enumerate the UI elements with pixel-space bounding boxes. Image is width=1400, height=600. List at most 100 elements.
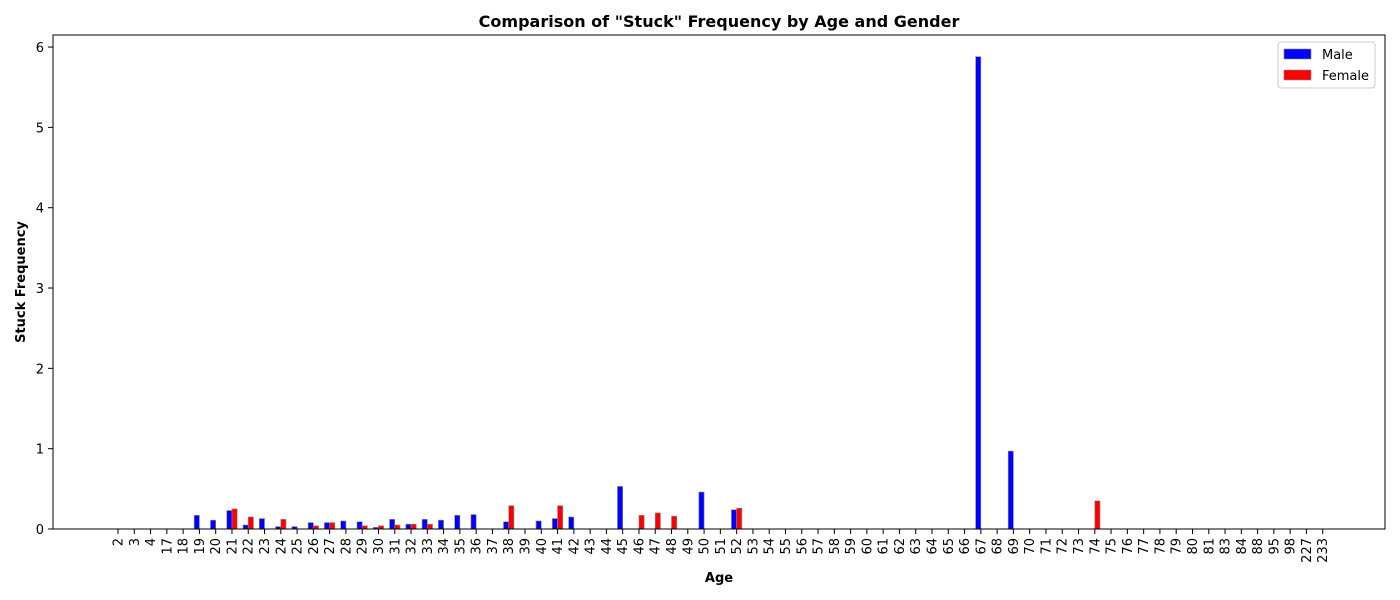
x-tick-label: 18	[177, 538, 192, 555]
x-tick-label: 42	[567, 538, 582, 555]
bar-female	[654, 512, 661, 530]
legend-swatch-female	[1283, 69, 1312, 81]
x-tick-label: 63	[909, 538, 924, 555]
x-tick-label: 20	[209, 538, 224, 555]
legend: Male Female	[1277, 41, 1376, 89]
bar-male	[503, 521, 510, 530]
x-tick-label: 38	[502, 538, 517, 555]
x-tick-label: 33	[421, 538, 436, 555]
x-tick-label: 88	[1251, 538, 1266, 555]
bar-female	[247, 516, 254, 530]
x-tick-label: 40	[535, 538, 550, 555]
bar-male	[226, 510, 233, 530]
x-tick-label: 30	[372, 538, 387, 555]
x-tick-label: 75	[1105, 538, 1120, 555]
x-tick-label: 25	[291, 538, 306, 555]
x-tick-label: 4	[144, 538, 159, 546]
x-tick-label: 45	[616, 538, 631, 555]
x-tick-label: 61	[877, 538, 892, 555]
bar-male	[1007, 450, 1014, 530]
bar-male	[975, 56, 982, 530]
x-tick-label: 58	[828, 538, 843, 555]
x-tick-label: 39	[519, 538, 534, 555]
legend-label-female: Female	[1322, 69, 1369, 84]
x-tick-label: 64	[926, 538, 941, 555]
bar-female	[410, 523, 417, 530]
bar-female	[1094, 500, 1101, 530]
x-tick-label: 233	[1316, 538, 1331, 563]
y-axis-label: Stuck Frequency	[14, 221, 29, 343]
bar-male	[698, 491, 705, 530]
bar-male	[193, 515, 200, 530]
x-tick-label: 22	[242, 538, 257, 555]
x-tick-label: 24	[274, 538, 289, 555]
y-tick-label: 1	[36, 443, 44, 458]
y-tick-label: 2	[36, 362, 44, 377]
bar-male	[324, 522, 330, 530]
bar-female	[508, 505, 515, 530]
x-tick-label: 55	[779, 538, 794, 555]
x-tick-label: 17	[160, 538, 175, 555]
x-axis: 2 3 4 17 18 19 20 21 22 23 24 25 26 27 28 29 30 31 32 33 34 3…	[112, 529, 1331, 563]
bar-male	[617, 486, 623, 530]
plot-frame	[52, 34, 1386, 530]
bar-male	[438, 519, 444, 530]
bar-female	[329, 522, 336, 530]
bar-female	[394, 524, 401, 530]
x-tick-label: 27	[323, 538, 338, 555]
x-tick-label: 81	[1202, 538, 1217, 555]
bar-male	[389, 519, 396, 530]
bar-female	[638, 515, 645, 530]
bar-male	[259, 518, 265, 530]
bar-male	[210, 519, 216, 530]
bar-male	[454, 515, 461, 530]
x-tick-label: 52	[730, 538, 745, 555]
bar-male	[535, 520, 542, 530]
x-tick-label: 35	[453, 538, 468, 555]
x-tick-label: 98	[1284, 538, 1299, 555]
x-tick-label: 59	[844, 538, 859, 555]
bar-male	[356, 521, 363, 530]
x-tick-label: 3	[128, 538, 143, 546]
bar-male	[307, 522, 314, 530]
x-axis-label: Age	[705, 571, 733, 586]
y-tick-label: 6	[36, 41, 44, 56]
x-tick-label: 48	[665, 538, 680, 555]
x-tick-label: 66	[958, 538, 973, 555]
x-tick-label: 79	[1170, 538, 1185, 555]
x-tick-label: 73	[1072, 538, 1087, 555]
bar-male	[340, 520, 347, 530]
legend-swatch-male	[1283, 48, 1312, 60]
x-tick-label: 36	[470, 538, 485, 555]
bar-female	[231, 508, 238, 530]
x-tick-label: 49	[681, 538, 696, 555]
x-tick-label: 28	[339, 538, 354, 555]
x-tick-label: 62	[893, 538, 908, 555]
x-tick-label: 47	[649, 538, 664, 555]
x-tick-label: 32	[405, 538, 420, 555]
x-tick-label: 26	[307, 538, 322, 555]
y-tick-label: 4	[36, 202, 44, 217]
bar-female	[557, 505, 564, 530]
x-tick-label: 21	[225, 538, 240, 555]
x-tick-label: 70	[1023, 538, 1038, 555]
bar-female	[427, 523, 433, 530]
x-tick-label: 67	[974, 538, 989, 555]
bar-female	[280, 519, 287, 530]
bar-male	[552, 518, 558, 530]
y-tick-label: 3	[36, 282, 44, 297]
y-tick-label: 0	[36, 523, 44, 538]
x-tick-label: 57	[812, 538, 827, 555]
x-tick-label: 51	[714, 538, 729, 555]
x-tick-label: 80	[1186, 538, 1201, 555]
x-tick-label: 68	[991, 538, 1006, 555]
x-tick-label: 37	[486, 538, 501, 555]
x-tick-label: 34	[437, 538, 452, 555]
x-tick-label: 53	[746, 538, 761, 555]
bar-male	[731, 509, 737, 530]
x-tick-label: 31	[388, 538, 403, 555]
x-tick-label: 77	[1137, 538, 1152, 555]
x-tick-label: 56	[795, 538, 810, 555]
bar-female	[736, 507, 743, 530]
bar-male	[568, 516, 575, 530]
